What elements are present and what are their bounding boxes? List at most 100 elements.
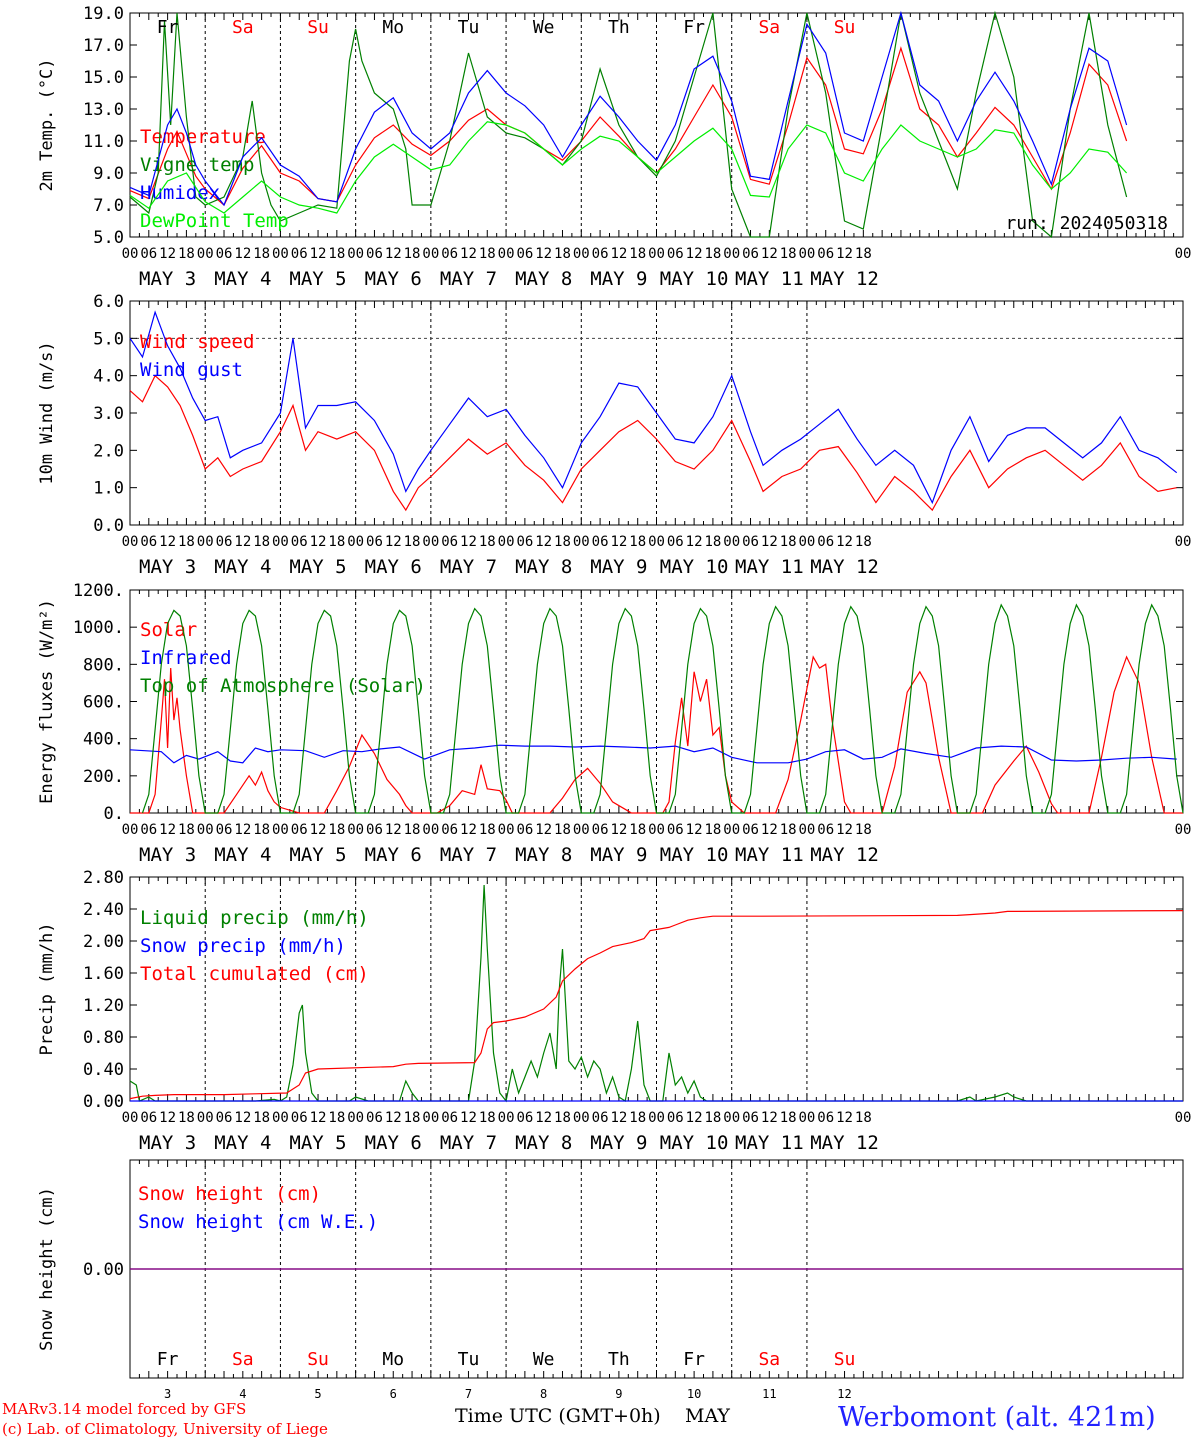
hour-tick-label: 06	[667, 534, 684, 550]
date-label: MAY 12	[810, 1132, 879, 1154]
hour-tick-label: 00	[272, 246, 289, 262]
hour-tick-label: 06	[366, 246, 383, 262]
hour-tick-label: 12	[460, 534, 477, 550]
legend-entry: DewPoint Temp	[140, 210, 289, 232]
hour-tick-label: 00	[723, 822, 740, 838]
legend-entry: Top of Atmosphere (Solar)	[140, 675, 426, 697]
date-label: MAY 11	[735, 844, 804, 866]
date-label: MAY 8	[515, 1132, 572, 1154]
date-label: MAY 4	[214, 844, 271, 866]
series-line-humidex	[129, 10, 1128, 207]
hour-tick-label: 18	[178, 246, 195, 262]
series-line-solar	[130, 655, 1183, 814]
day-number-label: 3	[164, 1387, 171, 1401]
weekday-label: Sa	[758, 1349, 780, 1370]
hour-tick-label: 12	[159, 822, 176, 838]
hour-tick-label: 18	[554, 1110, 571, 1126]
hour-tick-label: 18	[479, 1110, 496, 1126]
hour-tick-label: 06	[441, 246, 458, 262]
y-tick-label: 400.	[83, 730, 124, 750]
date-label: MAY 6	[365, 268, 422, 290]
hour-tick-label: 12	[686, 822, 703, 838]
legend-entry: Wind speed	[140, 331, 254, 353]
hour-tick-label: 06	[667, 822, 684, 838]
hour-tick-label: 18	[479, 822, 496, 838]
hour-tick-label: 18	[855, 1110, 872, 1126]
date-label: MAY 7	[440, 844, 497, 866]
hour-tick-label: 00	[573, 246, 590, 262]
date-label: MAY 12	[810, 844, 879, 866]
hour-tick-label: 18	[855, 822, 872, 838]
hour-tick-label: 18	[629, 534, 646, 550]
y-tick-label: 9.0	[93, 164, 124, 184]
hour-tick-label: 00	[573, 822, 590, 838]
day-number-label: 10	[687, 1387, 701, 1401]
hour-tick-label: 00	[347, 246, 364, 262]
hour-tick-label: 00	[347, 822, 364, 838]
hour-tick-label: 00	[1175, 822, 1192, 838]
hour-tick-label: 12	[310, 1110, 327, 1126]
hour-tick-label: 12	[761, 246, 778, 262]
hour-tick-label: 12	[610, 822, 627, 838]
date-label: MAY 6	[365, 844, 422, 866]
hour-tick-label: 12	[610, 1110, 627, 1126]
hour-tick-label: 06	[216, 246, 233, 262]
hour-tick-label: 18	[328, 534, 345, 550]
hour-tick-label: 18	[253, 1110, 270, 1126]
hour-tick-label: 12	[385, 1110, 402, 1126]
run-label: run: 2024050318	[1005, 213, 1168, 234]
date-label: MAY 12	[810, 556, 879, 578]
hour-tick-label: 00	[122, 246, 139, 262]
hour-tick-label: 12	[761, 534, 778, 550]
legend-entry: Temperature	[140, 126, 266, 148]
hour-tick-label: 00	[197, 534, 214, 550]
hour-tick-label: 06	[216, 822, 233, 838]
day-number-label: 9	[615, 1387, 622, 1401]
hour-tick-label: 12	[761, 1110, 778, 1126]
weekday-label: Fr	[683, 1349, 705, 1370]
hour-tick-label: 06	[140, 246, 157, 262]
hour-tick-label: 00	[498, 246, 515, 262]
y-tick-label: 0.00	[83, 1092, 124, 1112]
hour-tick-label: 06	[291, 246, 308, 262]
y-tick-label: 0.00	[83, 1260, 124, 1280]
legend-entry: Total cumulated (cm)	[140, 963, 369, 985]
hour-tick-label: 00	[122, 822, 139, 838]
hour-tick-label: 00	[347, 534, 364, 550]
date-label: MAY 3	[139, 556, 196, 578]
hour-tick-label: 06	[667, 1110, 684, 1126]
weekday-label: Su	[307, 1349, 329, 1370]
hour-tick-label: 06	[592, 822, 609, 838]
hour-tick-label: 00	[422, 246, 439, 262]
hour-tick-label: 12	[310, 534, 327, 550]
y-tick-label: 1.20	[83, 996, 124, 1016]
y-tick-label: 1.60	[83, 964, 124, 984]
legend-entry: Snow height (cm W.E.)	[138, 1211, 378, 1233]
legend-entry: Snow height (cm)	[138, 1183, 321, 1205]
weekday-label: Sa	[232, 17, 254, 38]
y-tick-label: 4.0	[93, 367, 124, 387]
y-axis-label: Snow height (cm)	[37, 1187, 57, 1351]
date-label: MAY 4	[214, 556, 271, 578]
legend-entry: Infrared	[140, 647, 232, 669]
date-label: MAY 8	[515, 844, 572, 866]
legend-entry: Liquid precip (mm/h)	[140, 907, 369, 929]
y-tick-label: 3.0	[93, 404, 124, 424]
weekday-label: Fr	[157, 17, 179, 38]
hour-tick-label: 00	[422, 1110, 439, 1126]
hour-tick-label: 00	[798, 1110, 815, 1126]
y-tick-label: 2.0	[93, 441, 124, 461]
hour-tick-label: 06	[742, 822, 759, 838]
hour-tick-label: 06	[291, 1110, 308, 1126]
hour-tick-label: 12	[761, 822, 778, 838]
date-label: MAY 6	[365, 1132, 422, 1154]
date-label: MAY 3	[139, 268, 196, 290]
y-tick-label: 19.0	[83, 4, 124, 24]
hour-tick-label: 12	[460, 246, 477, 262]
hour-tick-label: 06	[366, 534, 383, 550]
series-line-infrared	[129, 744, 1177, 764]
date-label: MAY 4	[214, 268, 271, 290]
day-number-label: 12	[837, 1387, 851, 1401]
y-tick-label: 17.0	[83, 36, 124, 56]
